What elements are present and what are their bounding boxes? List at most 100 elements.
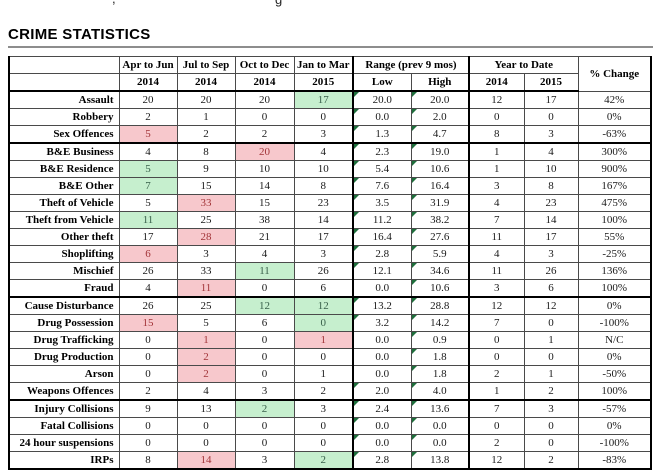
cell-jan-mar-2015[interactable]: 17 xyxy=(293,228,354,246)
col-group-year-to-date[interactable]: Year to Date xyxy=(468,56,579,74)
cell-pct-change[interactable]: -63% xyxy=(577,125,652,144)
col-header-apr-jun[interactable]: Apr to Jun xyxy=(118,56,178,74)
row-label[interactable]: Other theft xyxy=(8,228,120,246)
cell-range-low[interactable]: 7.6 xyxy=(352,177,412,195)
row-label[interactable]: Arson xyxy=(8,365,120,383)
cell-jan-mar-2015[interactable]: 14 xyxy=(293,211,354,229)
cell-apr-jun-2014[interactable]: 0 xyxy=(118,331,178,349)
row-label[interactable]: Theft from Vehicle xyxy=(8,211,120,229)
cell-oct-dec-2014[interactable]: 21 xyxy=(234,228,295,246)
cell-oct-dec-2014[interactable]: 0 xyxy=(234,417,295,435)
cell-ytd-2014[interactable]: 12 xyxy=(468,451,525,470)
cell-oct-dec-2014[interactable]: 11 xyxy=(234,262,295,280)
cell-jul-sep-2014[interactable]: 1 xyxy=(176,331,236,349)
cell-ytd-2015[interactable]: 17 xyxy=(523,90,579,109)
cell-range-high[interactable]: 34.6 xyxy=(410,262,470,280)
row-label[interactable]: Cause Disturbance xyxy=(8,296,120,315)
cell-range-high[interactable]: 14.2 xyxy=(410,314,470,332)
cell-pct-change[interactable]: -83% xyxy=(577,451,652,470)
cell-range-high[interactable]: 38.2 xyxy=(410,211,470,229)
cell-pct-change[interactable]: 0% xyxy=(577,417,652,435)
cell-range-high[interactable]: 4.7 xyxy=(410,125,470,144)
cell-jan-mar-2015[interactable]: 3 xyxy=(293,125,354,144)
cell-range-low[interactable]: 3.5 xyxy=(352,194,412,212)
cell-ytd-2015[interactable]: 0 xyxy=(523,108,579,126)
cell-jan-mar-2015[interactable]: 0 xyxy=(293,434,354,452)
cell-jan-mar-2015[interactable]: 0 xyxy=(293,348,354,366)
cell-apr-jun-2014[interactable]: 2 xyxy=(118,382,178,401)
cell-apr-jun-2014[interactable]: 20 xyxy=(118,90,178,109)
cell-ytd-2014[interactable]: 2 xyxy=(468,365,525,383)
cell-ytd-2014[interactable]: 8 xyxy=(468,125,525,144)
cell-jul-sep-2014[interactable]: 14 xyxy=(176,451,236,470)
cell-oct-dec-2014[interactable]: 2 xyxy=(234,125,295,144)
cell-jan-mar-2015[interactable]: 23 xyxy=(293,194,354,212)
cell-oct-dec-2014[interactable]: 0 xyxy=(234,279,295,298)
cell-jul-sep-2014[interactable]: 20 xyxy=(176,90,236,109)
cell-apr-jun-2014[interactable]: 0 xyxy=(118,365,178,383)
cell-range-high[interactable]: 0.0 xyxy=(410,434,470,452)
cell-jul-sep-2014[interactable]: 2 xyxy=(176,125,236,144)
row-label[interactable]: B&E Other xyxy=(8,177,120,195)
cell-pct-change[interactable]: 900% xyxy=(577,160,652,178)
cell-apr-jun-2014[interactable]: 0 xyxy=(118,417,178,435)
col-year-2015-q4[interactable]: 2015 xyxy=(293,73,354,92)
cell-jul-sep-2014[interactable]: 33 xyxy=(176,262,236,280)
cell-range-low[interactable]: 0.0 xyxy=(352,417,412,435)
cell-ytd-2015[interactable]: 2 xyxy=(523,451,579,470)
cell-range-high[interactable]: 16.4 xyxy=(410,177,470,195)
cell-apr-jun-2014[interactable]: 11 xyxy=(118,211,178,229)
corner-cell[interactable] xyxy=(8,73,120,92)
row-label[interactable]: Sex Offences xyxy=(8,125,120,144)
cell-pct-change[interactable]: N/C xyxy=(577,331,652,349)
cell-jan-mar-2015[interactable]: 3 xyxy=(293,245,354,263)
cell-apr-jun-2014[interactable]: 5 xyxy=(118,160,178,178)
cell-ytd-2014[interactable]: 7 xyxy=(468,314,525,332)
cell-pct-change[interactable]: 100% xyxy=(577,382,652,401)
col-header-low[interactable]: Low xyxy=(352,73,412,92)
cell-range-low[interactable]: 3.2 xyxy=(352,314,412,332)
cell-pct-change[interactable]: 42% xyxy=(577,90,652,109)
cell-jul-sep-2014[interactable]: 8 xyxy=(176,142,236,161)
cell-jan-mar-2015[interactable]: 2 xyxy=(293,451,354,470)
cell-jul-sep-2014[interactable]: 1 xyxy=(176,108,236,126)
cell-jul-sep-2014[interactable]: 0 xyxy=(176,434,236,452)
cell-jul-sep-2014[interactable]: 25 xyxy=(176,296,236,315)
cell-apr-jun-2014[interactable]: 8 xyxy=(118,451,178,470)
col-header-ytd-2014[interactable]: 2014 xyxy=(468,73,525,92)
cell-pct-change[interactable]: 0% xyxy=(577,108,652,126)
cell-range-low[interactable]: 0.0 xyxy=(352,331,412,349)
cell-ytd-2015[interactable]: 1 xyxy=(523,331,579,349)
cell-jan-mar-2015[interactable]: 4 xyxy=(293,142,354,161)
col-header-oct-dec[interactable]: Oct to Dec xyxy=(234,56,295,74)
cell-ytd-2014[interactable]: 0 xyxy=(468,417,525,435)
cell-ytd-2014[interactable]: 1 xyxy=(468,382,525,401)
col-header-jul-sep[interactable]: Jul to Sep xyxy=(176,56,236,74)
cell-range-high[interactable]: 27.6 xyxy=(410,228,470,246)
cell-apr-jun-2014[interactable]: 9 xyxy=(118,399,178,418)
cell-ytd-2015[interactable]: 6 xyxy=(523,279,579,298)
cell-apr-jun-2014[interactable]: 2 xyxy=(118,108,178,126)
cell-range-high[interactable]: 13.8 xyxy=(410,451,470,470)
cell-jan-mar-2015[interactable]: 1 xyxy=(293,365,354,383)
cell-ytd-2015[interactable]: 0 xyxy=(523,417,579,435)
cell-jan-mar-2015[interactable]: 10 xyxy=(293,160,354,178)
cell-pct-change[interactable]: -50% xyxy=(577,365,652,383)
cell-range-high[interactable]: 19.0 xyxy=(410,142,470,161)
row-label[interactable]: Drug Trafficking xyxy=(8,331,120,349)
cell-jan-mar-2015[interactable]: 0 xyxy=(293,108,354,126)
cell-jul-sep-2014[interactable]: 5 xyxy=(176,314,236,332)
cell-pct-change[interactable]: 167% xyxy=(577,177,652,195)
cell-ytd-2015[interactable]: 17 xyxy=(523,228,579,246)
col-header-ytd-2015[interactable]: 2015 xyxy=(523,73,579,92)
cell-oct-dec-2014[interactable]: 0 xyxy=(234,434,295,452)
col-header-high[interactable]: High xyxy=(410,73,470,92)
cell-ytd-2015[interactable]: 2 xyxy=(523,382,579,401)
cell-jul-sep-2014[interactable]: 33 xyxy=(176,194,236,212)
cell-apr-jun-2014[interactable]: 0 xyxy=(118,348,178,366)
cell-oct-dec-2014[interactable]: 15 xyxy=(234,194,295,212)
cell-range-low[interactable]: 2.0 xyxy=(352,382,412,401)
col-year-2014-q3[interactable]: 2014 xyxy=(234,73,295,92)
cell-range-low[interactable]: 0.0 xyxy=(352,348,412,366)
cell-pct-change[interactable]: 0% xyxy=(577,348,652,366)
